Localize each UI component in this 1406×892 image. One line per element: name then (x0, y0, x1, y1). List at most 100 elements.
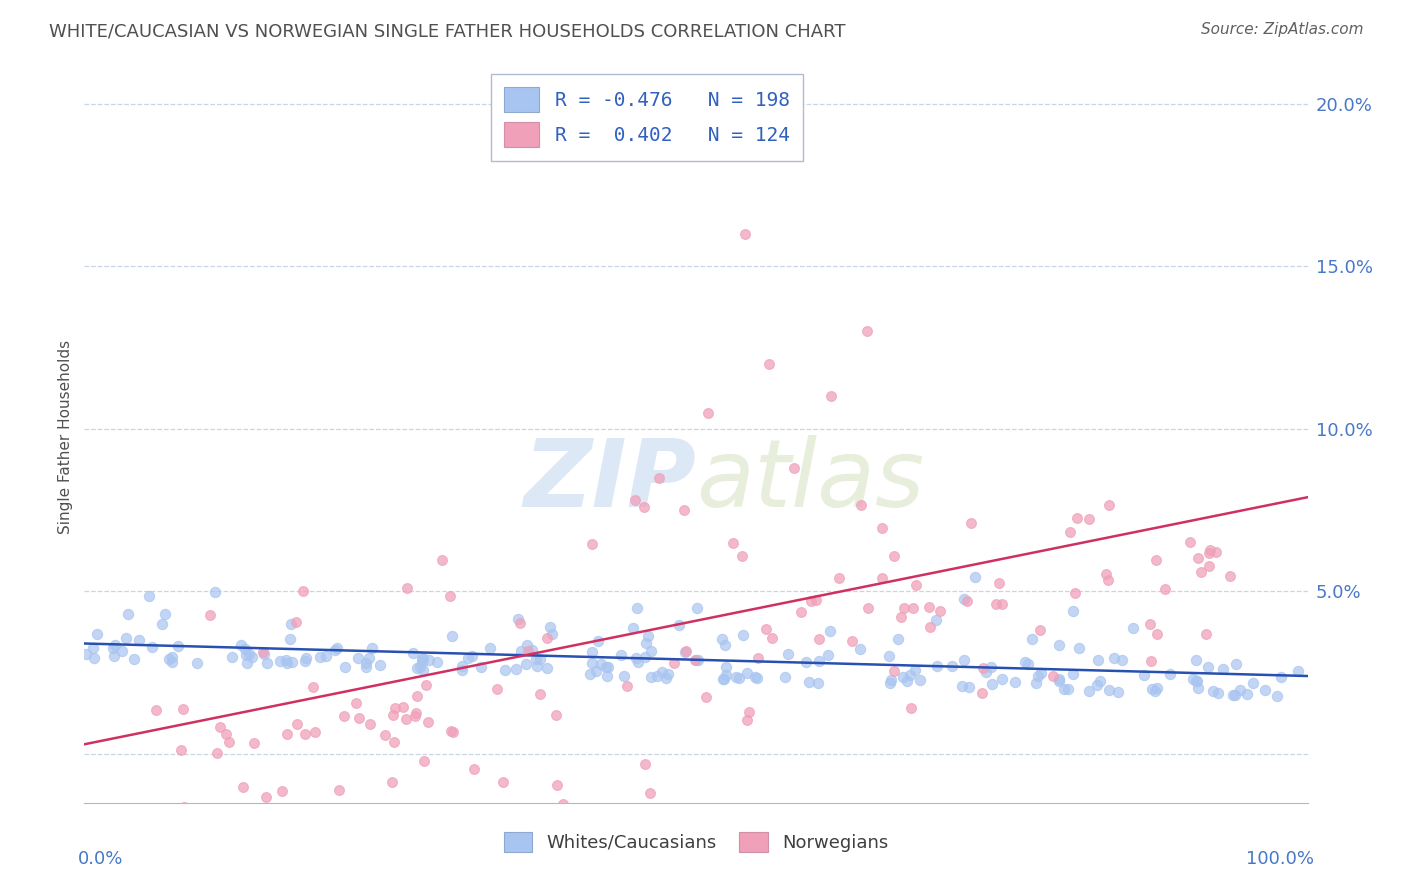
Point (621, 621, 644, 635)
Point (415, 677, 437, 691)
Point (872, 570, 894, 584)
Point (624, 493, 647, 508)
Point (879, 676, 901, 690)
Point (675, 644, 697, 658)
Point (596, 669, 619, 683)
Point (581, 657, 603, 671)
Point (409, 659, 432, 673)
Point (103, 649, 125, 664)
Point (253, 648, 276, 662)
Point (1111, 653, 1133, 667)
Point (101, 641, 124, 656)
Point (713, 672, 735, 686)
Point (1187, 550, 1209, 565)
Point (225, 814, 247, 828)
Point (713, 638, 735, 652)
Point (984, 598, 1007, 612)
Point (402, 646, 425, 660)
Point (1140, 682, 1163, 697)
Point (173, 799, 195, 814)
Point (166, 640, 188, 654)
Point (879, 673, 901, 687)
Point (655, 671, 678, 685)
Point (150, 617, 173, 632)
Point (141, 640, 163, 655)
Point (439, 589, 461, 603)
Point (662, 656, 685, 670)
Point (294, 727, 316, 741)
Point (727, 671, 749, 685)
Point (688, 653, 710, 667)
Point (291, 583, 314, 598)
Point (382, 708, 405, 723)
Point (790, 605, 813, 619)
Point (505, 662, 527, 676)
Point (517, 643, 540, 657)
Point (953, 653, 976, 667)
Point (541, 627, 564, 641)
Point (925, 659, 948, 673)
Point (807, 676, 830, 690)
Point (990, 598, 1012, 612)
Point (783, 461, 806, 475)
Point (280, 616, 302, 631)
Text: atlas: atlas (696, 435, 924, 526)
Point (807, 654, 830, 668)
Point (506, 612, 529, 626)
Point (972, 686, 994, 700)
Point (721, 535, 744, 549)
Point (271, 784, 294, 798)
Point (411, 652, 433, 666)
Point (256, 656, 278, 670)
Point (908, 673, 931, 687)
Point (235, 648, 257, 662)
Point (374, 728, 396, 742)
Point (1236, 687, 1258, 701)
Point (1047, 672, 1070, 686)
Point (1107, 685, 1129, 699)
Point (463, 762, 485, 776)
Point (274, 653, 297, 667)
Point (1185, 674, 1208, 689)
Point (697, 406, 720, 420)
Point (627, 655, 650, 669)
Point (529, 652, 551, 666)
Point (1198, 559, 1220, 574)
Point (980, 660, 1002, 674)
Point (287, 717, 309, 731)
Point (82, 640, 104, 655)
Point (1056, 681, 1078, 696)
Point (804, 593, 827, 607)
Point (294, 654, 316, 668)
Point (208, 720, 231, 734)
Point (1189, 566, 1212, 580)
Point (896, 673, 918, 688)
Point (356, 826, 378, 840)
Point (588, 634, 610, 648)
Point (416, 714, 439, 729)
Point (1288, 664, 1310, 678)
Point (359, 717, 381, 731)
Point (1197, 660, 1219, 674)
Point (135, 828, 157, 842)
Point (1122, 621, 1144, 635)
Point (686, 601, 709, 615)
Point (1098, 683, 1121, 698)
Point (1042, 669, 1064, 683)
Point (233, 641, 256, 656)
Point (941, 658, 963, 673)
Point (972, 661, 994, 675)
Point (335, 660, 357, 674)
Point (609, 648, 631, 662)
Point (1180, 534, 1202, 549)
Point (509, 615, 531, 630)
Point (451, 663, 474, 677)
Point (980, 677, 1002, 691)
Point (891, 670, 914, 684)
Point (546, 778, 568, 792)
Point (1223, 688, 1246, 702)
Text: Source: ZipAtlas.com: Source: ZipAtlas.com (1201, 22, 1364, 37)
Point (578, 667, 600, 681)
Point (716, 668, 738, 682)
Point (145, 703, 167, 717)
